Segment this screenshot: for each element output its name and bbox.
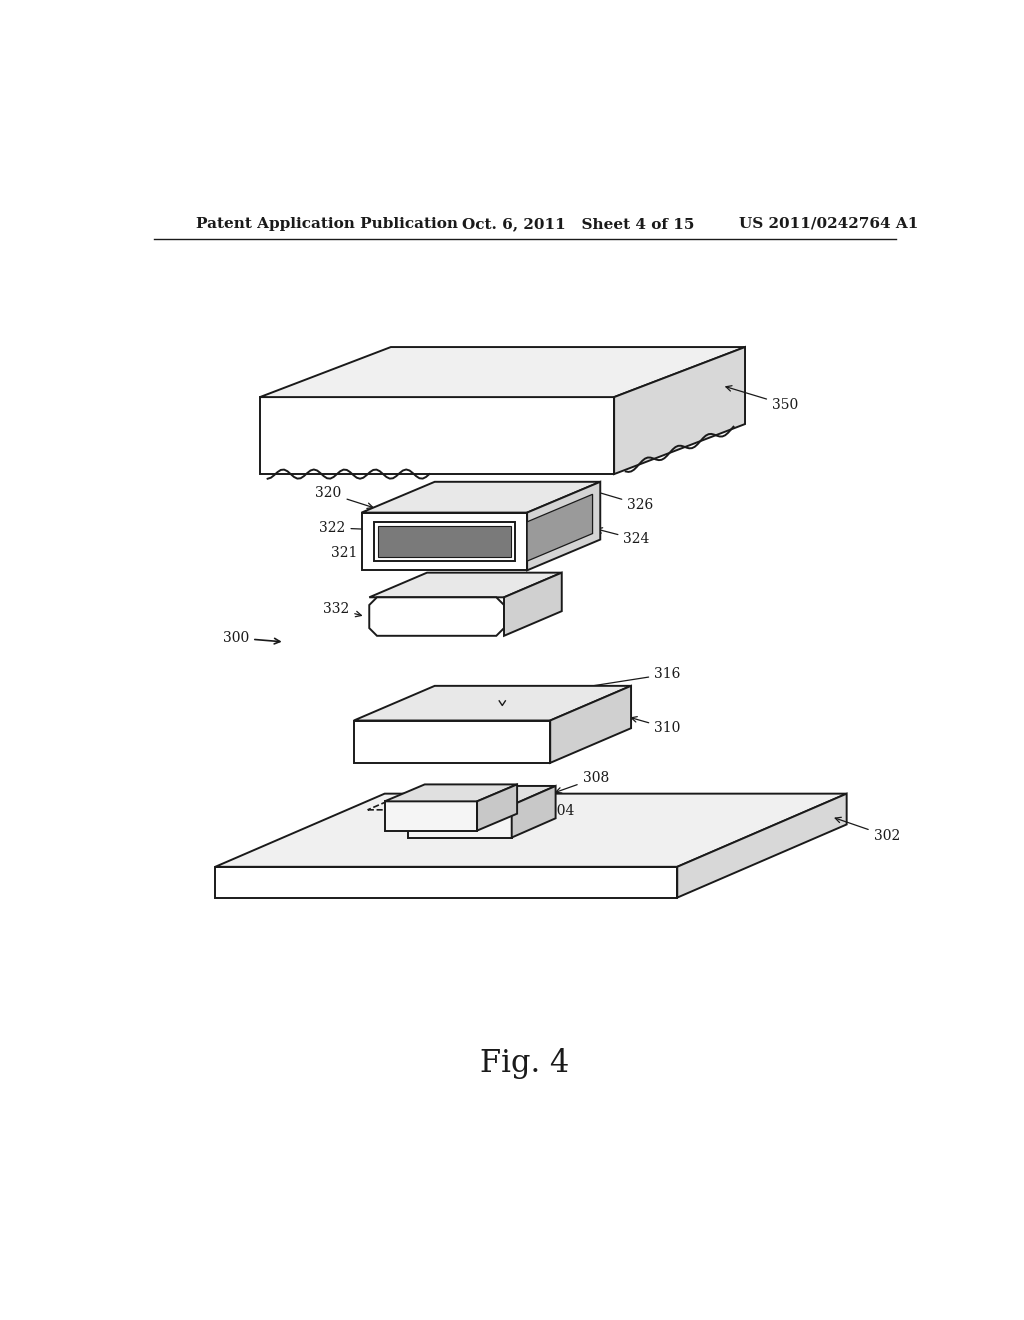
Text: Patent Application Publication: Patent Application Publication <box>196 216 458 231</box>
Polygon shape <box>260 397 614 474</box>
Polygon shape <box>385 801 477 830</box>
Polygon shape <box>378 525 511 557</box>
Text: 316: 316 <box>510 667 681 701</box>
Polygon shape <box>408 805 512 837</box>
Polygon shape <box>408 785 556 805</box>
Polygon shape <box>550 686 631 763</box>
Text: 332: 332 <box>323 602 361 616</box>
Polygon shape <box>361 512 527 570</box>
Text: 300: 300 <box>223 631 280 645</box>
Text: 324: 324 <box>597 528 650 546</box>
Text: 322: 322 <box>319 521 370 535</box>
Polygon shape <box>512 785 556 837</box>
Text: 321: 321 <box>331 546 378 560</box>
Text: 308: 308 <box>556 771 609 793</box>
Text: 310: 310 <box>631 717 681 735</box>
Text: 350: 350 <box>726 385 799 412</box>
Text: 320: 320 <box>315 486 373 508</box>
Text: US 2011/0242764 A1: US 2011/0242764 A1 <box>739 216 919 231</box>
Polygon shape <box>374 521 515 561</box>
Polygon shape <box>504 573 562 636</box>
Polygon shape <box>361 482 600 512</box>
Polygon shape <box>614 347 745 474</box>
Polygon shape <box>260 347 745 397</box>
Polygon shape <box>477 784 517 830</box>
Text: Fig. 4: Fig. 4 <box>480 1048 569 1078</box>
Text: 304: 304 <box>517 789 574 818</box>
Polygon shape <box>527 482 600 570</box>
Text: 326: 326 <box>593 490 653 512</box>
Text: Oct. 6, 2011   Sheet 4 of 15: Oct. 6, 2011 Sheet 4 of 15 <box>462 216 694 231</box>
Polygon shape <box>354 686 631 721</box>
Polygon shape <box>215 793 847 867</box>
Polygon shape <box>354 721 550 763</box>
Polygon shape <box>370 597 504 636</box>
Polygon shape <box>677 793 847 898</box>
Polygon shape <box>527 494 593 561</box>
Polygon shape <box>385 784 517 801</box>
Polygon shape <box>215 867 677 898</box>
Polygon shape <box>370 573 562 597</box>
Text: 302: 302 <box>836 817 900 843</box>
